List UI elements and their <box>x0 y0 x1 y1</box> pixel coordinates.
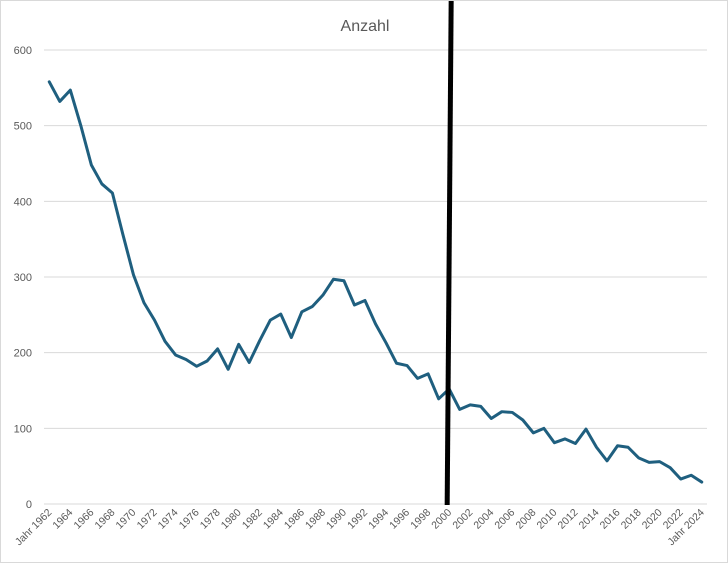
y-tick-label: 200 <box>14 348 32 360</box>
y-tick-label: 300 <box>14 272 32 284</box>
x-tick-label: 1992 <box>345 507 370 532</box>
x-tick-label: 2000 <box>429 507 454 532</box>
x-tick-label: 1978 <box>198 507 223 532</box>
x-tick-label: 1968 <box>93 507 118 532</box>
x-tick-label: 1980 <box>219 507 244 532</box>
y-tick-label: 500 <box>14 121 32 133</box>
x-tick-label: 1996 <box>387 507 412 532</box>
y-axis-labels: 0 100 200 300 400 500 600 <box>14 45 32 511</box>
gridlines <box>44 49 707 505</box>
x-tick-label: 2002 <box>450 507 475 532</box>
x-tick-label: 2004 <box>471 507 496 532</box>
x-tick-label: 1984 <box>261 507 286 532</box>
reference-line <box>444 1 454 506</box>
x-tick-label: Jahr 1962 <box>13 507 55 549</box>
x-tick-label: 1974 <box>156 507 181 532</box>
series-line <box>47 80 704 484</box>
x-axis-labels: Jahr 19621964196619681970197219741976197… <box>13 507 707 549</box>
x-tick-label: 2020 <box>640 507 665 532</box>
x-tick-label: 1964 <box>50 507 75 532</box>
x-tick-label: 1988 <box>303 507 328 532</box>
x-tick-label: 1994 <box>366 507 391 532</box>
x-tick-label: 1986 <box>282 507 307 532</box>
x-tick-label: 2018 <box>619 507 644 532</box>
x-tick-label: 1976 <box>177 507 202 532</box>
y-tick-label: 100 <box>14 423 32 435</box>
x-tick-label: 2014 <box>577 507 602 532</box>
chart-title: Anzahl <box>341 18 390 35</box>
y-tick-label: 0 <box>26 499 32 511</box>
series-layer <box>47 80 704 484</box>
x-tick-label: 2010 <box>535 507 560 532</box>
x-tick-label: 2012 <box>556 507 581 532</box>
x-tick-label: 1966 <box>71 507 96 532</box>
x-tick-label: 1972 <box>135 507 160 532</box>
y-tick-label: 600 <box>14 45 32 57</box>
x-tick-label: 2006 <box>492 507 517 532</box>
x-tick-label: 1982 <box>240 507 265 532</box>
y-tick-label: 400 <box>14 196 32 208</box>
x-tick-label: 1990 <box>324 507 349 532</box>
x-tick-label: 1998 <box>408 507 433 532</box>
x-tick-label: 2008 <box>513 507 538 532</box>
x-tick-label: 1970 <box>114 507 139 532</box>
x-tick-label: 2016 <box>598 507 623 532</box>
reference-layer <box>444 1 454 506</box>
